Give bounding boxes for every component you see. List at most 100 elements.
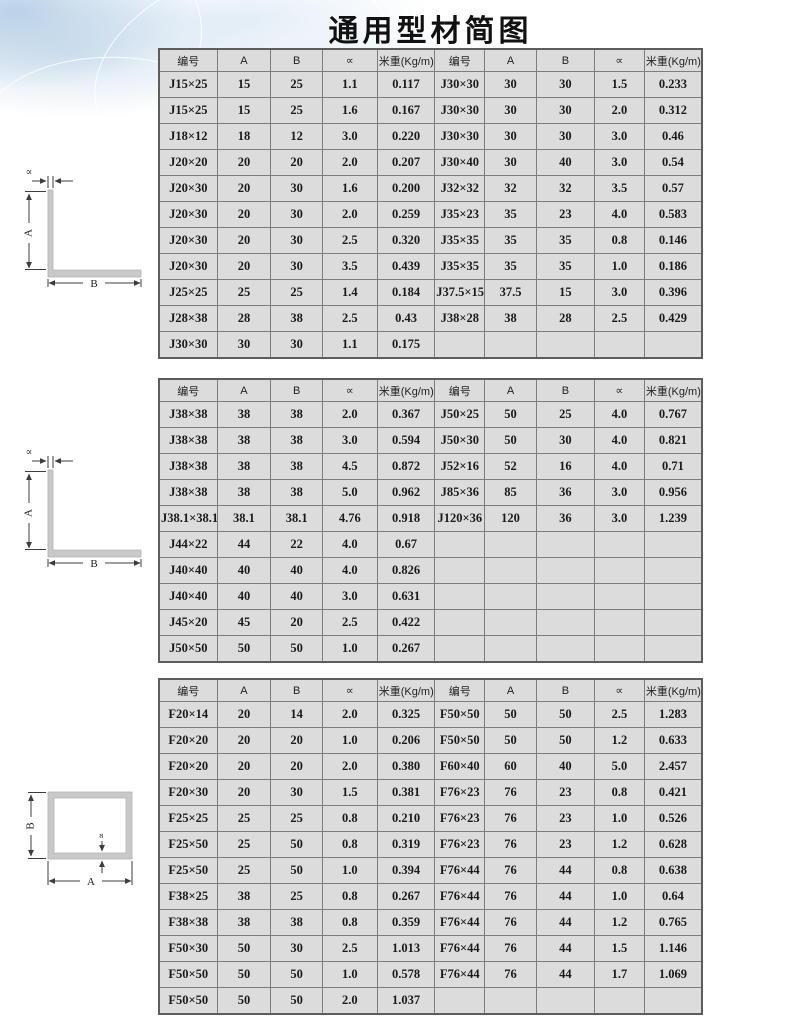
value-cell: 1.1 (321, 331, 378, 359)
dimension-label-a: A (23, 509, 35, 517)
value-cell: 37.5 (484, 279, 537, 306)
column-header: B (535, 678, 595, 702)
table-row: F20×14 20 14 2.0 0.325 F50×50 50 50 2.5 1.283 (158, 701, 703, 728)
table-row: J18×12 18 12 3.0 0.220 J30×30 30 30 3.0 0.46 (158, 123, 703, 150)
value-cell: 25 (216, 279, 272, 306)
value-cell: 50 (270, 635, 323, 663)
column-header: ∝ (593, 48, 645, 72)
value-cell: 44 (535, 857, 595, 884)
value-cell: 20 (216, 227, 272, 254)
value-cell: 0.583 (643, 201, 703, 228)
value-cell: 2.0 (321, 401, 378, 428)
value-cell: 0.220 (376, 123, 436, 150)
value-cell: 0.821 (643, 427, 703, 454)
table-row: F50×50 50 50 2.0 1.037 (158, 987, 703, 1015)
value-cell: 30 (484, 97, 537, 124)
column-header: A (216, 378, 272, 402)
value-cell: 0.8 (321, 883, 378, 910)
value-cell: 4.76 (321, 505, 378, 532)
value-cell: 50 (535, 701, 595, 728)
profile-code-cell: F50×50 (434, 701, 486, 728)
value-cell: 1.0 (321, 961, 378, 988)
dimension-label-alpha: ∝ (26, 447, 33, 458)
profile-code-cell: F20×30 (158, 779, 218, 806)
value-cell: 40 (535, 753, 595, 780)
value-cell: 38 (270, 401, 323, 428)
value-cell: 22 (270, 531, 323, 558)
value-cell: 60 (484, 753, 537, 780)
value-cell: 35 (535, 227, 595, 254)
value-cell: 1.6 (321, 175, 378, 202)
value-cell: 20 (216, 253, 272, 280)
value-cell: 20 (216, 727, 272, 754)
value-cell: 76 (484, 831, 537, 858)
value-cell (535, 987, 595, 1015)
value-cell: 0.367 (376, 401, 436, 428)
profile-code-cell: F76×44 (434, 935, 486, 962)
table-row: J30×30 30 30 1.1 0.175 (158, 331, 703, 359)
value-cell: 0.57 (643, 175, 703, 202)
value-cell: 0.267 (376, 635, 436, 663)
tube-profile-diagram: B ∝ A (20, 782, 150, 909)
value-cell: 50 (484, 401, 537, 428)
profile-code-cell: F76×44 (434, 857, 486, 884)
value-cell: 45 (216, 609, 272, 636)
profile-code-cell (434, 331, 486, 359)
value-cell: 30 (535, 123, 595, 150)
value-cell (593, 987, 645, 1015)
table-row: J20×30 20 30 3.5 0.439 J35×35 35 35 1.0 0.186 (158, 253, 703, 280)
value-cell: 2.5 (321, 609, 378, 636)
value-cell: 3.0 (321, 427, 378, 454)
value-cell: 4.5 (321, 453, 378, 480)
value-cell: 0.210 (376, 805, 436, 832)
value-cell (484, 987, 537, 1015)
table-row: F50×50 50 50 1.0 0.578 F76×44 76 44 1.7 1.069 (158, 961, 703, 988)
value-cell: 50 (270, 987, 323, 1015)
value-cell: 20 (270, 609, 323, 636)
value-cell: 120 (484, 505, 537, 532)
column-header: 编号 (158, 48, 218, 72)
value-cell: 50 (216, 987, 272, 1015)
value-cell: 1.2 (593, 909, 645, 936)
value-cell: 0.394 (376, 857, 436, 884)
value-cell: 4.0 (321, 531, 378, 558)
value-cell: 0.962 (376, 479, 436, 506)
profile-code-cell: J15×25 (158, 97, 218, 124)
value-cell (593, 635, 645, 663)
column-header: 米重(Kg/m) (376, 48, 436, 72)
profile-code-cell: J28×38 (158, 305, 218, 332)
value-cell: 30 (535, 71, 595, 98)
value-cell: 40 (216, 583, 272, 610)
value-cell: 38 (216, 909, 272, 936)
profile-code-cell: J50×30 (434, 427, 486, 454)
value-cell: 35 (535, 253, 595, 280)
profile-code-cell: J38.1×38.1 (158, 505, 218, 532)
table-row: J38×38 38 38 2.0 0.367 J50×25 50 25 4.0 0.767 (158, 401, 703, 428)
value-cell: 25 (535, 401, 595, 428)
profile-code-cell: F25×25 (158, 805, 218, 832)
table-row: J38×38 38 38 4.5 0.872 J52×16 52 16 4.0 0.71 (158, 453, 703, 480)
value-cell: 0.54 (643, 149, 703, 176)
value-cell: 44 (216, 531, 272, 558)
value-cell: 38 (484, 305, 537, 332)
column-header: 米重(Kg/m) (643, 378, 703, 402)
value-cell: 3.0 (321, 123, 378, 150)
angle-profile-shape (47, 189, 142, 278)
profile-code-cell: F76×23 (434, 805, 486, 832)
column-header: 编号 (434, 378, 486, 402)
value-cell: 0.312 (643, 97, 703, 124)
profile-code-cell: F76×44 (434, 883, 486, 910)
value-cell: 28 (535, 305, 595, 332)
value-cell: 4.0 (321, 557, 378, 584)
profile-code-cell: F76×23 (434, 779, 486, 806)
value-cell: 50 (484, 701, 537, 728)
value-cell: 30 (270, 227, 323, 254)
value-cell (593, 609, 645, 636)
value-cell: 12 (270, 123, 323, 150)
angle-profile-diagram: ∝ A B (15, 443, 147, 574)
value-cell: 30 (270, 201, 323, 228)
profile-code-cell: J38×28 (434, 305, 486, 332)
value-cell: 50 (484, 727, 537, 754)
value-cell: 1.0 (321, 635, 378, 663)
profile-code-cell: J38×38 (158, 453, 218, 480)
